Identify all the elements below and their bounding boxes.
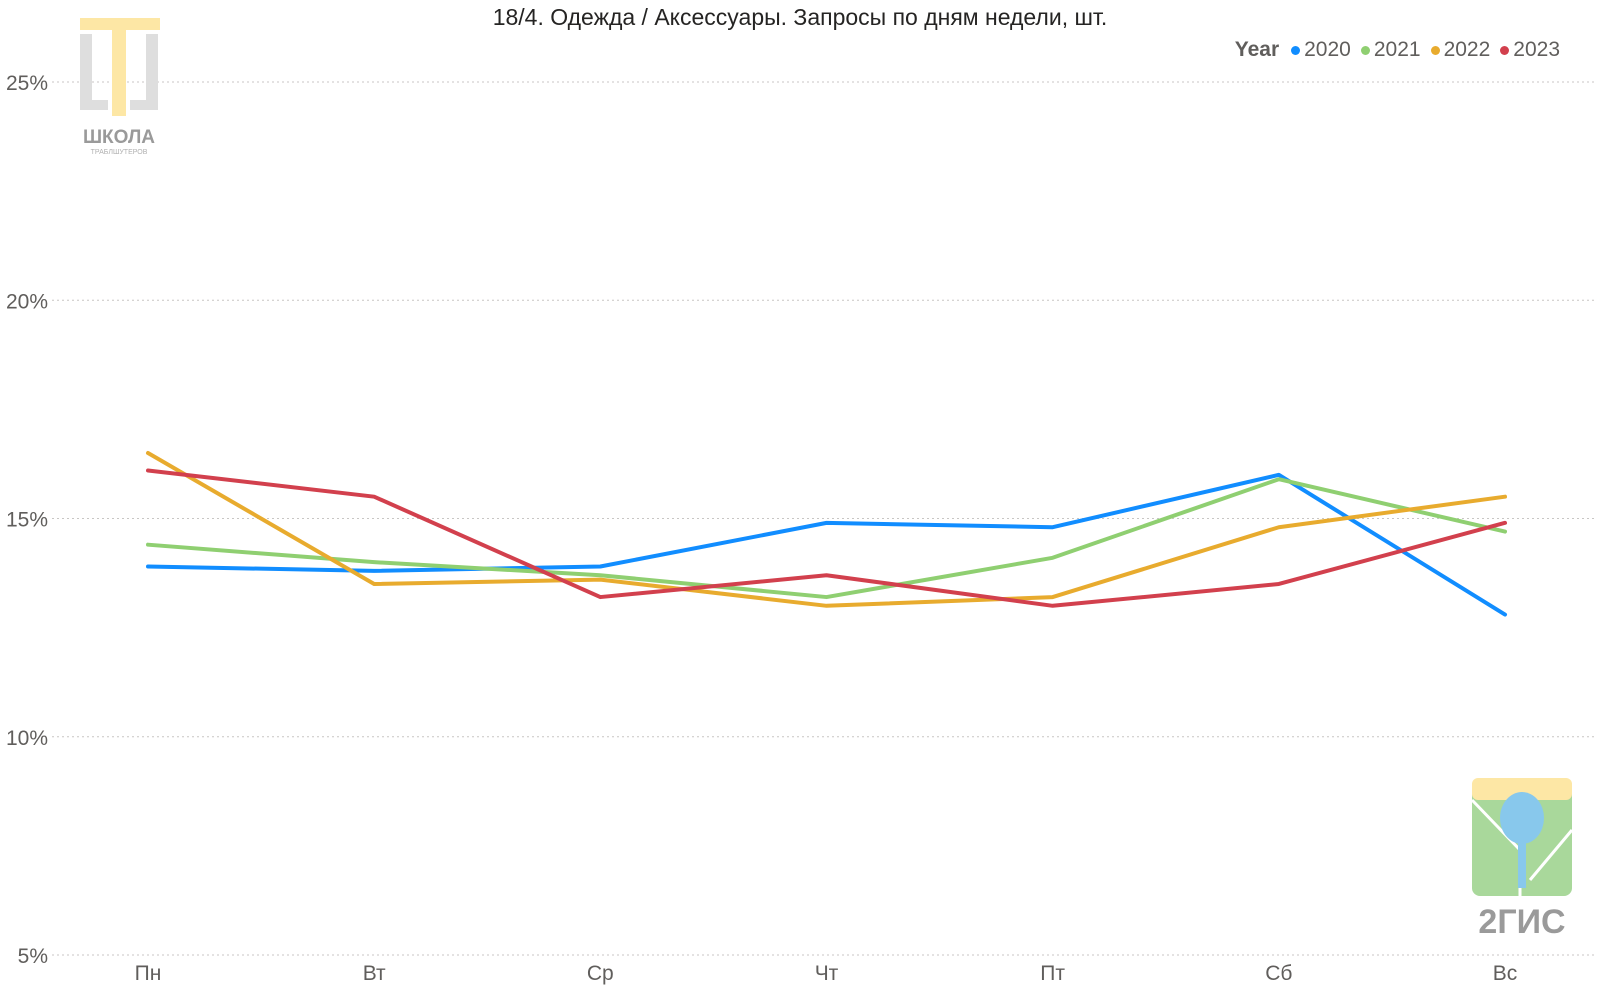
y-tick-label: 25% <box>6 72 48 95</box>
legend-label: 2020 <box>1304 38 1351 61</box>
y-tick-label: 10% <box>6 727 48 750</box>
school-logo-subtitle: ТРАБЛШУТЕРОВ <box>91 149 148 156</box>
y-tick-label: 20% <box>6 290 48 313</box>
x-tick-label: Сб <box>1265 962 1292 985</box>
school-logo: ШКОЛА ТРАБЛШУТЕРОВ <box>80 18 160 156</box>
legend-item-2023[interactable]: 2023 <box>1500 38 1560 62</box>
y-axis: 25% 20% 15% 10% 5% <box>6 72 48 968</box>
legend-dot-icon <box>1430 45 1440 55</box>
legend-item-2022[interactable]: 2022 <box>1430 38 1491 62</box>
legend: Year 2020 2021 2022 2023 <box>1235 38 1560 62</box>
school-logo-title: ШКОЛА <box>83 127 155 148</box>
x-tick-label: Чт <box>815 962 839 985</box>
gridlines <box>52 81 1595 956</box>
legend-label: 2021 <box>1373 38 1421 61</box>
legend-item-2020[interactable]: 2020 <box>1291 38 1351 62</box>
legend-label: 2023 <box>1513 38 1560 61</box>
series-line-2022 <box>146 451 1507 608</box>
x-axis: Пн Вт Ср Чт Пт Сб Вс <box>135 962 1518 985</box>
series-line-2023 <box>146 468 1507 608</box>
2gis-logo-text: 2ГИС <box>1478 903 1565 941</box>
legend-item-2021[interactable]: 2021 <box>1360 38 1421 62</box>
y-tick-label: 5% <box>18 945 48 968</box>
x-tick-label: Пт <box>1040 962 1065 985</box>
2gis-logo: 2ГИС <box>1470 778 1574 941</box>
legend-dot-icon <box>1500 45 1510 55</box>
series-line-2021 <box>146 477 1507 600</box>
series-lines <box>146 451 1507 617</box>
legend-dot-icon <box>1291 45 1301 55</box>
legend-title: Year <box>1234 38 1280 61</box>
x-tick-label: Пн <box>135 962 162 985</box>
chart-title: 18/4. Одежда / Аксессуары. Запросы по дн… <box>492 4 1108 30</box>
x-tick-label: Вс <box>1493 962 1518 985</box>
legend-dot-icon <box>1360 45 1370 55</box>
series-line-2020 <box>146 472 1507 617</box>
y-tick-label: 15% <box>6 509 48 532</box>
x-tick-label: Ср <box>587 962 614 985</box>
x-tick-label: Вт <box>363 962 386 985</box>
legend-label: 2022 <box>1443 38 1491 61</box>
